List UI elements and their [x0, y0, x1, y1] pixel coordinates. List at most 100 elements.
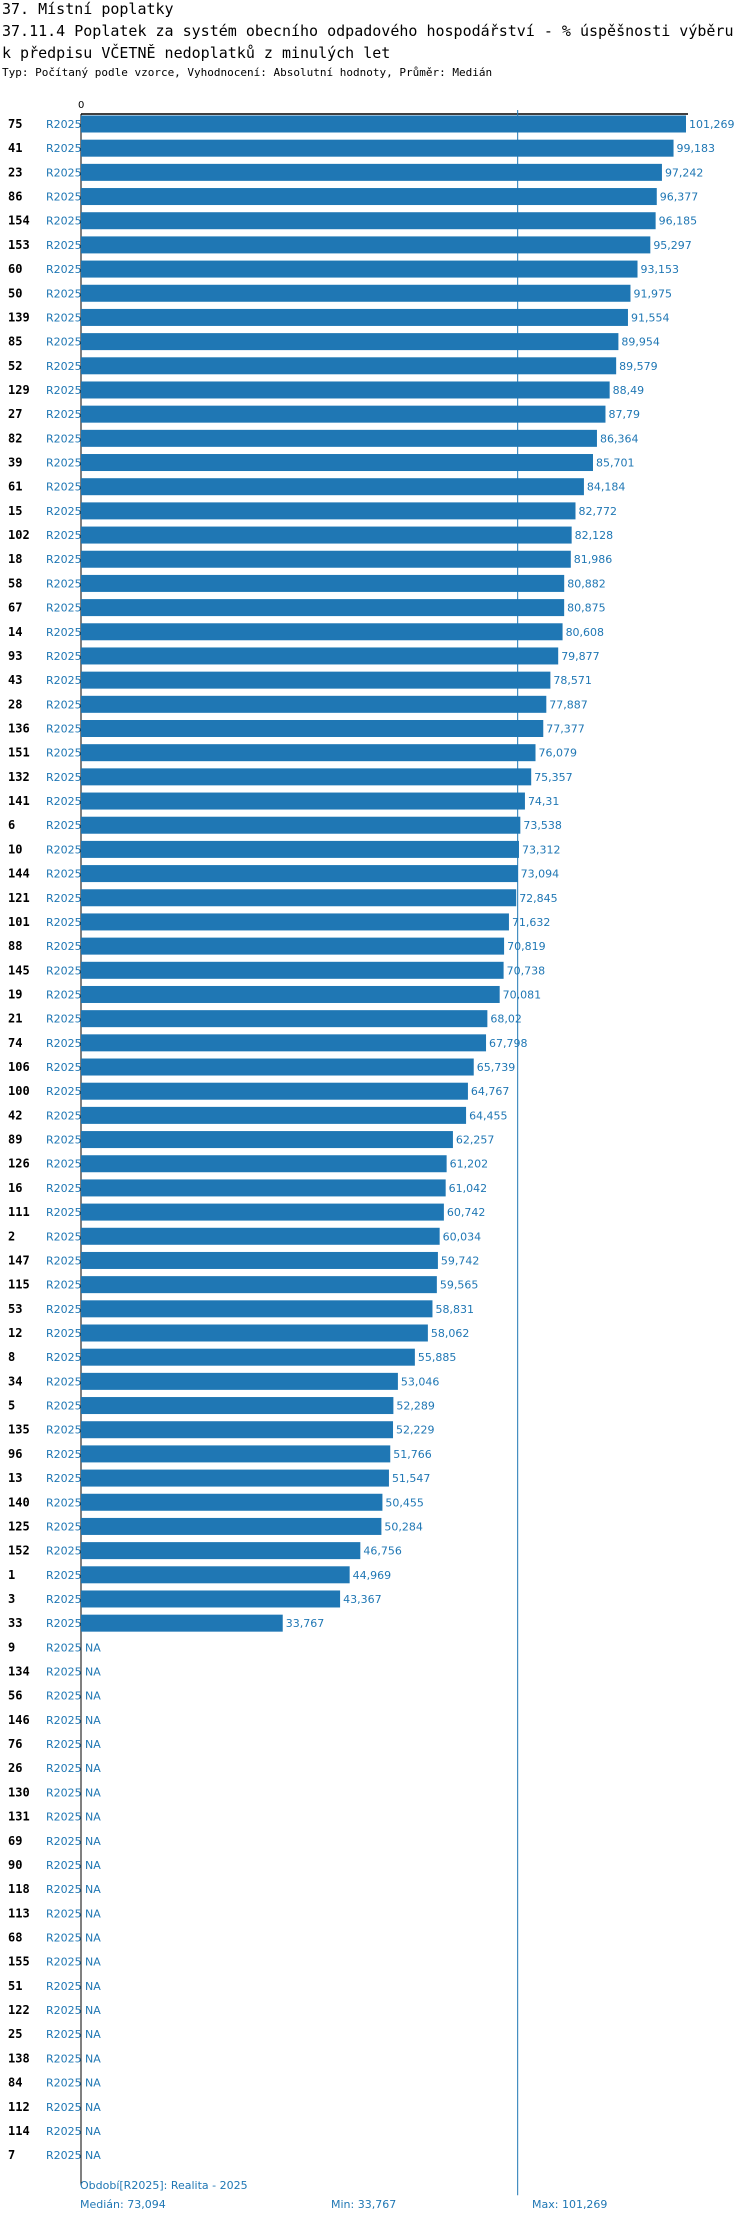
- row-label: 14: [8, 625, 22, 639]
- row-period-label: R2025: [46, 166, 82, 179]
- row-label: 61: [8, 480, 22, 494]
- na-label: NA: [85, 2028, 101, 2041]
- row-period-label: R2025: [46, 1786, 82, 1799]
- row-period-label: R2025: [46, 1569, 82, 1582]
- row-period-label: R2025: [46, 771, 82, 784]
- row-label: 23: [8, 165, 22, 179]
- bar: [81, 1324, 428, 1342]
- bar-value-label: 80,875: [567, 602, 606, 615]
- bar-value-label: 85,701: [596, 457, 635, 470]
- bar: [81, 768, 532, 786]
- row-period-label: R2025: [46, 505, 82, 518]
- row-label: 130: [8, 1785, 30, 1799]
- row-period-label: R2025: [46, 1472, 82, 1485]
- row-label: 144: [8, 867, 30, 881]
- row-label: 6: [8, 818, 15, 832]
- row-period-label: R2025: [46, 1811, 82, 1824]
- row-label: 126: [8, 1157, 30, 1171]
- row-period-label: R2025: [46, 311, 82, 324]
- row-label: 152: [8, 1544, 30, 1558]
- row-period-label: R2025: [46, 1956, 82, 1969]
- row-period-label: R2025: [46, 2028, 82, 2041]
- row-label: 28: [8, 697, 22, 711]
- bar-value-label: 77,377: [546, 723, 585, 736]
- row-label: 121: [8, 891, 30, 905]
- row-label: 100: [8, 1084, 30, 1098]
- bar: [81, 1372, 398, 1390]
- row-period-label: R2025: [46, 674, 82, 687]
- row-label: 74: [8, 1036, 22, 1050]
- bar: [81, 671, 551, 689]
- row-period-label: R2025: [46, 698, 82, 711]
- row-label: 10: [8, 842, 22, 856]
- bar: [81, 163, 662, 181]
- bar: [81, 1010, 488, 1028]
- row-label: 141: [8, 794, 30, 808]
- row-label: 135: [8, 1423, 30, 1437]
- bar: [81, 1082, 468, 1100]
- bar-value-label: 72,845: [519, 892, 558, 905]
- row-label: 136: [8, 722, 30, 736]
- row-period-label: R2025: [46, 1303, 82, 1316]
- na-label: NA: [85, 1811, 101, 1824]
- row-period-label: R2025: [46, 1327, 82, 1340]
- row-period-label: R2025: [46, 263, 82, 276]
- bar-value-label: 62,257: [456, 1134, 495, 1147]
- row-period-label: R2025: [46, 2125, 82, 2138]
- row-period-label: R2025: [46, 1351, 82, 1364]
- row-period-label: R2025: [46, 1230, 82, 1243]
- bar-value-label: 50,284: [384, 1520, 423, 1533]
- na-label: NA: [85, 1690, 101, 1703]
- bar: [81, 574, 565, 592]
- bar: [81, 1058, 474, 1076]
- bar-value-label: 97,242: [665, 166, 704, 179]
- bar-value-label: 51,766: [393, 1448, 432, 1461]
- x-axis-zero-label: 0: [78, 100, 84, 111]
- bar: [81, 985, 500, 1003]
- row-period-label: R2025: [46, 892, 82, 905]
- bar-value-label: 75,357: [534, 771, 573, 784]
- bar: [81, 212, 656, 230]
- row-period-label: R2025: [46, 1714, 82, 1727]
- row-period-label: R2025: [46, 1883, 82, 1896]
- row-label: 52: [8, 359, 22, 373]
- na-label: NA: [85, 1859, 101, 1872]
- row-label: 140: [8, 1495, 30, 1509]
- row-period-label: R2025: [46, 1085, 82, 1098]
- row-period-label: R2025: [46, 577, 82, 590]
- row-label: 19: [8, 987, 22, 1001]
- bar: [81, 260, 638, 278]
- footer-min: Min: 33,767: [331, 2198, 397, 2211]
- bar: [81, 1034, 487, 1052]
- bar-value-label: 59,565: [440, 1279, 479, 1292]
- bar-value-label: 52,229: [396, 1424, 435, 1437]
- bar-value-label: 53,046: [401, 1375, 440, 1388]
- bar: [81, 1469, 389, 1487]
- row-label: 76: [8, 1737, 22, 1751]
- row-label: 68: [8, 1931, 22, 1945]
- row-label: 145: [8, 963, 30, 977]
- bar-value-label: 73,094: [521, 868, 560, 881]
- row-period-label: R2025: [46, 142, 82, 155]
- bar: [81, 840, 519, 858]
- na-label: NA: [85, 1666, 101, 1679]
- bar: [81, 284, 631, 302]
- row-period-label: R2025: [46, 1593, 82, 1606]
- row-period-label: R2025: [46, 118, 82, 131]
- row-period-label: R2025: [46, 1980, 82, 1993]
- na-label: NA: [85, 2101, 101, 2114]
- bar-value-label: 95,297: [653, 239, 692, 252]
- bar-value-label: 65,739: [477, 1061, 516, 1074]
- row-period-label: R2025: [46, 1037, 82, 1050]
- row-label: 86: [8, 190, 22, 204]
- row-label: 26: [8, 1761, 22, 1775]
- row-label: 50: [8, 286, 22, 300]
- bar: [81, 961, 504, 979]
- bar-value-label: 91,554: [631, 311, 670, 324]
- row-period-label: R2025: [46, 723, 82, 736]
- bar-value-label: 52,289: [396, 1400, 435, 1413]
- footer-period: Období[R2025]: Realita - 2025: [80, 2179, 248, 2192]
- row-period-label: R2025: [46, 602, 82, 615]
- na-label: NA: [85, 1980, 101, 1993]
- row-label: 21: [8, 1012, 22, 1026]
